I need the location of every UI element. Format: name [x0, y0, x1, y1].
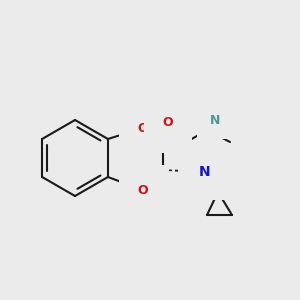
Text: H: H — [201, 103, 211, 116]
Text: N: N — [199, 165, 211, 179]
Text: O: O — [138, 184, 148, 196]
Text: H: H — [219, 103, 229, 116]
Text: O: O — [138, 122, 148, 134]
Text: O: O — [163, 116, 173, 128]
Text: N: N — [210, 113, 220, 127]
